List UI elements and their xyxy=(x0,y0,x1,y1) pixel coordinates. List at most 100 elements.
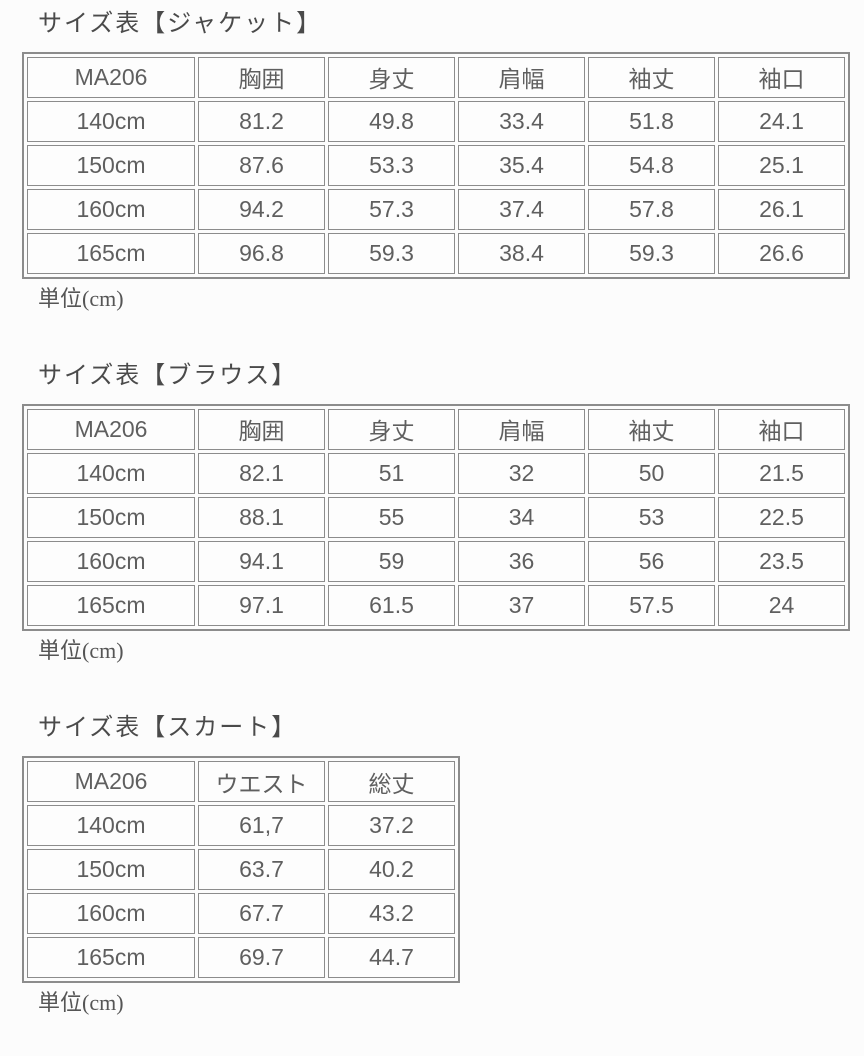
size-table-section: サイズ表【ブラウス】 MA206 胸囲 身丈 肩幅 袖丈 袖口 140cm 82.1 51 32 50… xyxy=(22,362,864,664)
table-row: 140cm 61,7 37.2 xyxy=(27,805,455,847)
measurement-cell: 50 xyxy=(588,452,715,494)
measurement-cell: 26.1 xyxy=(718,188,845,230)
measurement-cell: 53 xyxy=(588,496,715,538)
measurement-cell: 26.6 xyxy=(718,232,845,274)
measurement-cell: 32 xyxy=(458,452,585,494)
measure-header: 肩幅 xyxy=(458,408,585,450)
measure-header: 袖口 xyxy=(718,56,845,98)
measure-header: 胸囲 xyxy=(198,408,325,450)
measurement-cell: 43.2 xyxy=(328,893,455,935)
measurement-cell: 21.5 xyxy=(718,452,845,494)
measure-header: 袖口 xyxy=(718,408,845,450)
measurement-cell: 63.7 xyxy=(198,849,325,891)
measurement-cell: 57.8 xyxy=(588,188,715,230)
measurement-cell: 88.1 xyxy=(198,496,325,538)
measurement-cell: 96.8 xyxy=(198,232,325,274)
measurement-cell: 59.3 xyxy=(588,232,715,274)
size-label-cell: 140cm xyxy=(27,452,195,494)
table-row: 140cm 81.2 49.8 33.4 51.8 24.1 xyxy=(27,100,845,142)
measurement-cell: 37 xyxy=(458,584,585,626)
measure-header: 身丈 xyxy=(328,408,455,450)
unit-label: 単位(cm) xyxy=(38,990,124,1016)
measurement-cell: 61,7 xyxy=(198,805,325,847)
header-row: MA206 胸囲 身丈 肩幅 袖丈 袖口 xyxy=(27,56,845,98)
size-label-cell: 160cm xyxy=(27,893,195,935)
measurement-cell: 49.8 xyxy=(328,100,455,142)
size-label-cell: 150cm xyxy=(27,849,195,891)
measurement-cell: 25.1 xyxy=(718,144,845,186)
table-row: 150cm 63.7 40.2 xyxy=(27,849,455,891)
measurement-cell: 54.8 xyxy=(588,144,715,186)
measurement-cell: 24 xyxy=(718,584,845,626)
model-code-header: MA206 xyxy=(27,408,195,450)
size-table: MA206 胸囲 身丈 肩幅 袖丈 袖口 140cm 81.2 49.8 33.4 51.8 24.1… xyxy=(22,51,850,279)
table-row: 140cm 82.1 51 32 50 21.5 xyxy=(27,452,845,494)
measurement-cell: 23.5 xyxy=(718,540,845,582)
size-label-cell: 165cm xyxy=(27,584,195,626)
measurement-cell: 51 xyxy=(328,452,455,494)
measurement-cell: 59.3 xyxy=(328,232,455,274)
size-table-head: MA206 ウエスト 総丈 xyxy=(27,761,455,803)
measurement-cell: 40.2 xyxy=(328,849,455,891)
size-label-cell: 165cm xyxy=(27,937,195,979)
table-row: 165cm 69.7 44.7 xyxy=(27,937,455,979)
size-table: MA206 ウエスト 総丈 140cm 61,7 37.2 150cm 63.7 40.2 160… xyxy=(22,756,460,984)
header-row: MA206 胸囲 身丈 肩幅 袖丈 袖口 xyxy=(27,408,845,450)
size-label-cell: 140cm xyxy=(27,805,195,847)
size-table-head: MA206 胸囲 身丈 肩幅 袖丈 袖口 xyxy=(27,408,845,450)
measure-header: 袖丈 xyxy=(588,56,715,98)
measurement-cell: 67.7 xyxy=(198,893,325,935)
measurement-cell: 36 xyxy=(458,540,585,582)
measurement-cell: 61.5 xyxy=(328,584,455,626)
size-label-cell: 140cm xyxy=(27,100,195,142)
measurement-cell: 69.7 xyxy=(198,937,325,979)
size-table-section: サイズ表【スカート】 MA206 ウエスト 総丈 140cm 61,7 37.2 150cm 6… xyxy=(22,714,864,1016)
measurement-cell: 57.5 xyxy=(588,584,715,626)
measure-header: 肩幅 xyxy=(458,56,585,98)
unit-label: 単位(cm) xyxy=(38,285,124,311)
measurement-cell: 87.6 xyxy=(198,144,325,186)
size-table-body: 140cm 61,7 37.2 150cm 63.7 40.2 160cm 67.7 43.2 1… xyxy=(27,805,455,979)
size-table-title: サイズ表【ブラウス】 xyxy=(38,363,298,390)
measurement-cell: 94.2 xyxy=(198,188,325,230)
measurement-cell: 37.2 xyxy=(328,805,455,847)
unit-label: 単位(cm) xyxy=(38,637,124,663)
size-label-cell: 150cm xyxy=(27,496,195,538)
measure-header: 総丈 xyxy=(328,761,455,803)
header-row: MA206 ウエスト 総丈 xyxy=(27,761,455,803)
measurement-cell: 38.4 xyxy=(458,232,585,274)
size-table-section: サイズ表【ジャケット】 MA206 胸囲 身丈 肩幅 袖丈 袖口 140cm 81.2 49.8 3… xyxy=(22,10,864,312)
measurement-cell: 44.7 xyxy=(328,937,455,979)
measurement-cell: 94.1 xyxy=(198,540,325,582)
size-table: MA206 胸囲 身丈 肩幅 袖丈 袖口 140cm 82.1 51 32 50 21.5 150cm 8… xyxy=(22,403,850,631)
measurement-cell: 33.4 xyxy=(458,100,585,142)
measurement-cell: 22.5 xyxy=(718,496,845,538)
measurement-cell: 35.4 xyxy=(458,144,585,186)
table-row: 160cm 94.1 59 36 56 23.5 xyxy=(27,540,845,582)
measure-header: 胸囲 xyxy=(198,56,325,98)
measurement-cell: 51.8 xyxy=(588,100,715,142)
measurement-cell: 97.1 xyxy=(198,584,325,626)
size-chart-document: サイズ表【ジャケット】 MA206 胸囲 身丈 肩幅 袖丈 袖口 140cm 81.2 49.8 3… xyxy=(22,10,864,1016)
measurement-cell: 24.1 xyxy=(718,100,845,142)
size-table-body: 140cm 82.1 51 32 50 21.5 150cm 88.1 55 34 53 22.5 16… xyxy=(27,452,845,626)
measure-header: ウエスト xyxy=(198,761,325,803)
measurement-cell: 56 xyxy=(588,540,715,582)
table-row: 160cm 94.2 57.3 37.4 57.8 26.1 xyxy=(27,188,845,230)
size-table-body: 140cm 81.2 49.8 33.4 51.8 24.1 150cm 87.6 53.3 35… xyxy=(27,100,845,274)
measurement-cell: 53.3 xyxy=(328,144,455,186)
measurement-cell: 57.3 xyxy=(328,188,455,230)
table-row: 165cm 96.8 59.3 38.4 59.3 26.6 xyxy=(27,232,845,274)
size-label-cell: 160cm xyxy=(27,188,195,230)
table-row: 150cm 87.6 53.3 35.4 54.8 25.1 xyxy=(27,144,845,186)
measure-header: 袖丈 xyxy=(588,408,715,450)
size-table-title: サイズ表【スカート】 xyxy=(38,715,298,742)
measurement-cell: 59 xyxy=(328,540,455,582)
measurement-cell: 34 xyxy=(458,496,585,538)
table-row: 150cm 88.1 55 34 53 22.5 xyxy=(27,496,845,538)
measurement-cell: 82.1 xyxy=(198,452,325,494)
model-code-header: MA206 xyxy=(27,761,195,803)
table-row: 160cm 67.7 43.2 xyxy=(27,893,455,935)
measurement-cell: 37.4 xyxy=(458,188,585,230)
measurement-cell: 55 xyxy=(328,496,455,538)
